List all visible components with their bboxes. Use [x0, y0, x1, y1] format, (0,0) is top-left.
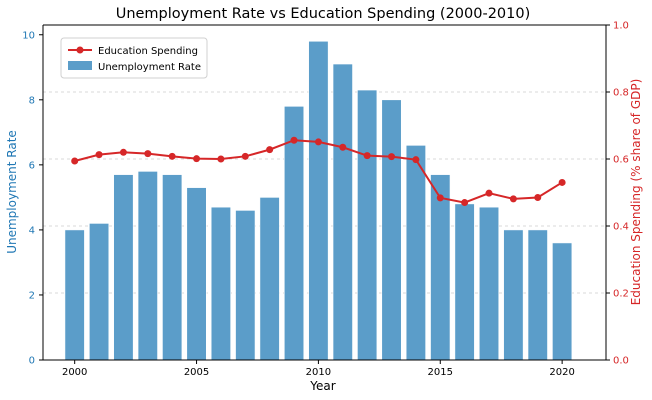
y-right-tick-label: 1.0: [613, 21, 629, 32]
line-series: [71, 136, 566, 207]
bar: [454, 203, 475, 361]
y-left-tick-label: 0: [29, 356, 35, 367]
series-point: [241, 152, 249, 160]
y-right-tick-label: 0.0: [613, 356, 629, 367]
x-axis-label: Year: [309, 379, 335, 393]
legend-marker-swatch: [76, 46, 84, 54]
y-axis-right-label: Education Spending (% share of GDP): [629, 79, 643, 306]
bar: [503, 229, 524, 361]
series-point: [558, 178, 566, 186]
bar: [235, 210, 256, 361]
y-left-tick-label: 10: [22, 30, 35, 41]
bar: [259, 197, 280, 361]
y-left-tick-label: 8: [29, 95, 35, 106]
y-right-tick-label: 0.8: [613, 88, 629, 99]
bar: [64, 229, 85, 361]
series-point: [534, 194, 542, 202]
series-point: [388, 153, 396, 161]
legend-label-education: Education Spending: [98, 46, 198, 57]
bars: [64, 40, 573, 361]
y-left-tick-label: 2: [29, 290, 35, 301]
series-point: [95, 151, 103, 159]
y-left-tick-label: 6: [29, 160, 35, 171]
y-axis-left-label: Unemployment Rate: [5, 130, 19, 254]
bar: [430, 174, 451, 361]
series-point: [144, 150, 152, 158]
bar: [162, 174, 183, 361]
bar: [113, 174, 134, 361]
axes: 0 2 4 6 8 10 0.0 0.2 0.4 0.6 0.8 1.0 2000 2005 2010 201…: [22, 21, 629, 379]
series-point: [363, 152, 371, 160]
series-point: [339, 143, 347, 151]
chart-title: Unemployment Rate vs Education Spending …: [116, 6, 531, 22]
bar: [405, 145, 426, 361]
bar: [89, 223, 110, 361]
bar: [283, 106, 305, 361]
bar: [478, 206, 500, 361]
legend: Education Spending Unemployment Rate: [60, 37, 208, 79]
series-point: [461, 199, 469, 207]
series-point: [217, 155, 225, 163]
y-right-tick-label: 0.2: [613, 289, 629, 300]
series-point: [168, 152, 176, 160]
bar: [308, 40, 329, 361]
x-tick-label: 2000: [62, 367, 87, 378]
y-left-tick-label: 4: [29, 225, 35, 236]
bar: [210, 206, 231, 361]
series-point: [119, 148, 127, 156]
bar: [186, 187, 207, 361]
x-tick-label: 2015: [428, 367, 453, 378]
series-point: [266, 146, 274, 154]
bar: [552, 242, 573, 361]
y-right-tick-label: 0.4: [613, 222, 629, 233]
series-point: [290, 136, 298, 144]
series-point: [485, 189, 493, 197]
x-tick-label: 2010: [306, 367, 331, 378]
series-point: [71, 157, 79, 165]
series-point: [412, 156, 420, 164]
series-point: [509, 195, 517, 203]
series-point: [193, 155, 201, 163]
series-point: [436, 194, 444, 202]
bar: [137, 171, 158, 361]
series-point: [314, 138, 322, 146]
legend-bar-swatch: [68, 61, 92, 70]
bar: [332, 63, 353, 361]
bar: [527, 229, 548, 361]
y-right-tick-label: 0.6: [613, 155, 629, 166]
bar: [357, 89, 378, 361]
legend-label-unemployment: Unemployment Rate: [98, 62, 201, 73]
x-tick-label: 2005: [184, 367, 209, 378]
legend-box: [60, 37, 208, 79]
x-tick-label: 2020: [549, 367, 574, 378]
bar: [381, 99, 402, 361]
